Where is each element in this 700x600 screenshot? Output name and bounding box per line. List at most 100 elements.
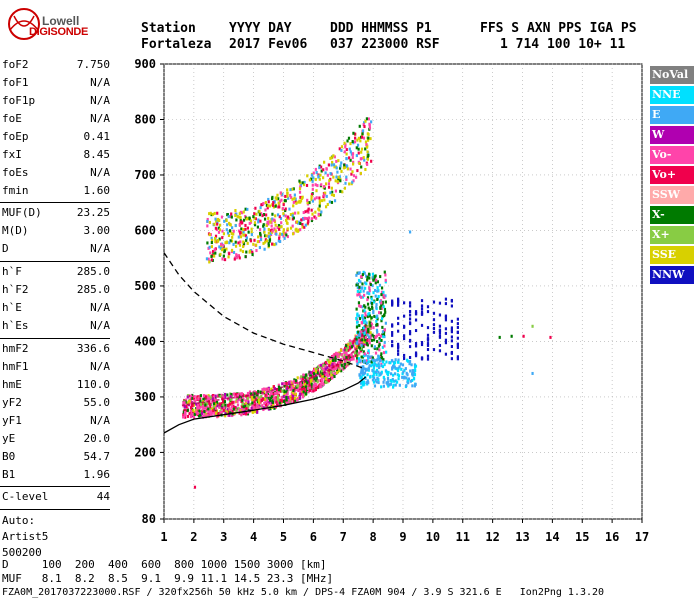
echo-point — [235, 218, 238, 222]
echo-point — [420, 307, 424, 311]
echo-point — [413, 371, 416, 375]
echo-point — [356, 286, 359, 290]
echo-point — [274, 196, 277, 200]
echo-point — [267, 228, 270, 232]
echo-point — [211, 397, 214, 401]
echo-point — [296, 229, 300, 233]
echo-point — [374, 288, 377, 292]
echo-point — [293, 396, 296, 400]
echo-point — [263, 247, 266, 251]
echo-point — [183, 413, 186, 417]
echo-point — [296, 384, 299, 388]
echo-point — [237, 241, 240, 245]
echo-point — [225, 410, 228, 414]
echo-point — [357, 136, 361, 140]
echo-point — [227, 215, 230, 219]
echo-point — [370, 301, 374, 305]
echo-point — [355, 359, 358, 363]
echo-point — [370, 305, 374, 309]
echo-point — [364, 319, 367, 323]
param-row: fmin 1.60 — [2, 184, 110, 197]
echo-point — [398, 365, 401, 369]
echo-point — [258, 213, 262, 217]
echo-point — [368, 122, 371, 126]
echo-point — [301, 395, 305, 399]
echo-point — [362, 289, 365, 293]
echo-point — [245, 236, 248, 240]
echo-point — [208, 220, 211, 224]
echo-point — [320, 210, 323, 214]
echo-point — [275, 392, 278, 396]
echo-point — [236, 215, 239, 219]
echo-point — [244, 207, 247, 211]
echo-point — [339, 189, 342, 193]
echo-point — [345, 164, 348, 168]
echo-point — [273, 387, 277, 391]
echo-point — [336, 352, 339, 356]
echo-point — [359, 139, 362, 143]
echo-point — [280, 399, 284, 403]
echo-point — [213, 411, 216, 415]
echo-point — [380, 306, 383, 310]
echo-point — [244, 223, 247, 227]
echo-point — [244, 214, 247, 218]
echo-point — [237, 229, 241, 233]
echo-point — [328, 366, 332, 370]
echo-point — [299, 200, 302, 204]
echo-point — [193, 412, 196, 416]
echo-point — [349, 158, 352, 162]
echo-point — [228, 241, 231, 245]
echo-point — [374, 281, 377, 285]
echo-point — [304, 385, 308, 389]
echo-point — [277, 197, 280, 201]
echo-point — [246, 396, 249, 400]
echo-point — [259, 212, 263, 216]
echo-point — [317, 365, 320, 369]
echo-point — [234, 214, 237, 218]
echo-point — [289, 188, 292, 192]
y-tick-label: 900 — [134, 57, 156, 71]
x-tick-label: 15 — [575, 530, 589, 544]
echo-point — [377, 289, 380, 293]
echo-point — [234, 244, 238, 248]
echo-point — [294, 200, 297, 204]
echo-point — [232, 242, 235, 246]
echo-point — [284, 199, 287, 203]
echo-point — [320, 369, 323, 373]
echo-point — [253, 223, 257, 227]
echo-point — [330, 186, 333, 190]
echo-point — [189, 394, 193, 398]
echo-point — [346, 343, 350, 347]
echo-point — [278, 226, 281, 230]
echo-point — [215, 219, 218, 223]
grid — [163, 63, 643, 520]
echo-point — [251, 410, 255, 414]
echo-point — [228, 215, 232, 219]
echo-point — [311, 385, 314, 389]
echo-point — [322, 168, 325, 172]
echo-point — [310, 382, 313, 386]
param-row: hmF1 N/A — [2, 360, 110, 373]
echo-point — [326, 202, 329, 206]
echo-point — [364, 147, 367, 151]
echo-point — [340, 148, 343, 152]
echo-point — [327, 185, 331, 189]
echo-point — [333, 165, 336, 169]
echo-point — [306, 201, 309, 205]
echo-point — [274, 204, 277, 208]
echo-point — [202, 402, 205, 406]
echo-point — [358, 285, 361, 289]
echo-point — [328, 373, 331, 377]
echo-point — [344, 353, 347, 357]
echo-point — [265, 234, 268, 238]
separator — [0, 202, 110, 203]
echo-point — [291, 187, 294, 191]
echo-point — [259, 235, 263, 239]
echo-point — [292, 390, 295, 394]
echo-point — [274, 396, 278, 400]
echo-point — [351, 156, 354, 160]
echo-point — [204, 395, 207, 399]
echo-point — [277, 224, 281, 228]
echo-point — [280, 225, 283, 229]
echo-point — [229, 223, 232, 227]
